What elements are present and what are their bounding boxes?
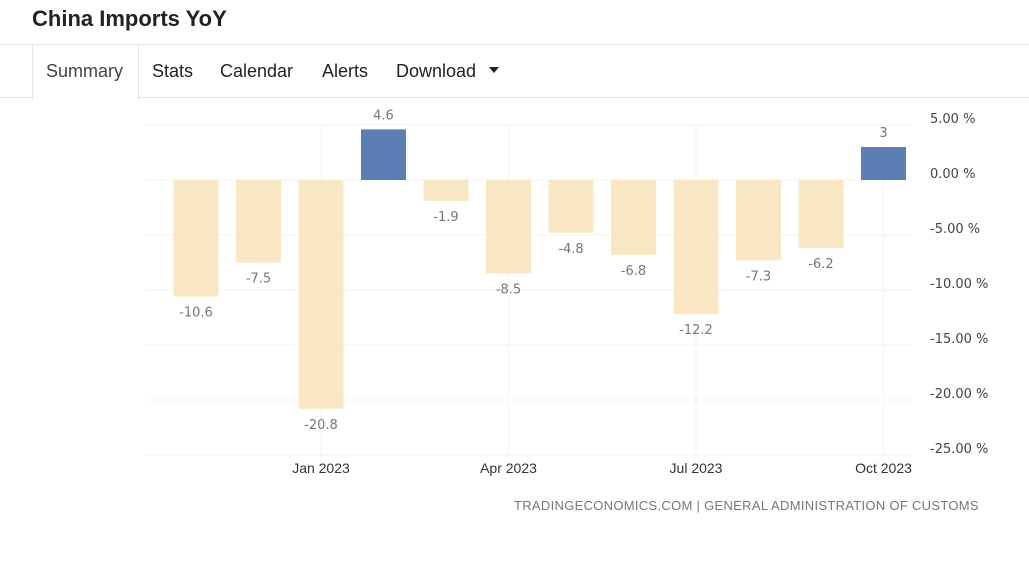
tab-download-label: Download	[396, 61, 477, 81]
data-label: -12.2	[679, 323, 713, 338]
bar	[548, 180, 594, 233]
data-label: -6.8	[621, 264, 646, 279]
tab-summary[interactable]: Summary	[32, 45, 139, 100]
tab-calendar-label: Calendar	[220, 61, 294, 81]
bar	[736, 180, 781, 261]
bar-chart: -10.6 -7.5 -20.8 4.6 -1.9 -8.5 -4.8 -6.8 -12.2 -7…	[145, 108, 988, 476]
data-label: -20.8	[304, 418, 338, 433]
data-label: -7.3	[746, 269, 771, 284]
data-label: -10.6	[179, 306, 213, 321]
data-label: 4.6	[373, 108, 394, 123]
y-tick-label: -10.00 %	[930, 277, 988, 292]
bar	[361, 129, 406, 180]
data-label: -7.5	[246, 272, 271, 287]
source-credit: TRADINGECONOMICS.COM | GENERAL ADMINISTR…	[514, 498, 979, 513]
tab-stats[interactable]: Stats	[152, 45, 193, 98]
data-label: -8.5	[496, 283, 521, 298]
bar	[236, 180, 281, 263]
bar	[611, 180, 656, 255]
tab-alerts-label: Alerts	[322, 61, 369, 81]
data-label: 3	[879, 126, 887, 141]
y-tick-label: -15.00 %	[930, 332, 988, 347]
bar	[173, 180, 219, 297]
data-label: -1.9	[433, 210, 458, 225]
x-tick-label: Oct 2023	[855, 460, 912, 476]
data-label: -4.8	[558, 242, 583, 257]
tab-bar: Summary Stats Calendar Alerts Download	[0, 44, 1029, 100]
caret-down-icon	[489, 67, 500, 74]
y-tick-label: -25.00 %	[930, 442, 988, 457]
x-tick-label: Jan 2023	[292, 460, 350, 476]
bar	[673, 180, 719, 315]
bar	[486, 180, 531, 274]
tab-calendar[interactable]: Calendar	[220, 45, 293, 98]
bar	[861, 147, 906, 180]
y-tick-label: -20.00 %	[930, 387, 988, 402]
bar	[298, 180, 344, 409]
x-tick-label: Jul 2023	[670, 460, 723, 476]
tab-summary-label: Summary	[46, 61, 124, 81]
x-tick-label: Apr 2023	[480, 460, 537, 476]
data-label: -6.2	[808, 257, 833, 272]
page-title: China Imports YoY	[32, 6, 227, 31]
y-tick-label: 0.00 %	[930, 167, 975, 182]
y-tick-label: -5.00 %	[930, 222, 980, 237]
bar	[423, 180, 469, 201]
tab-alerts[interactable]: Alerts	[322, 45, 368, 98]
y-tick-label: 5.00 %	[930, 112, 975, 127]
tab-download[interactable]: Download	[396, 45, 500, 98]
bar	[798, 180, 844, 249]
tab-stats-label: Stats	[152, 61, 194, 81]
